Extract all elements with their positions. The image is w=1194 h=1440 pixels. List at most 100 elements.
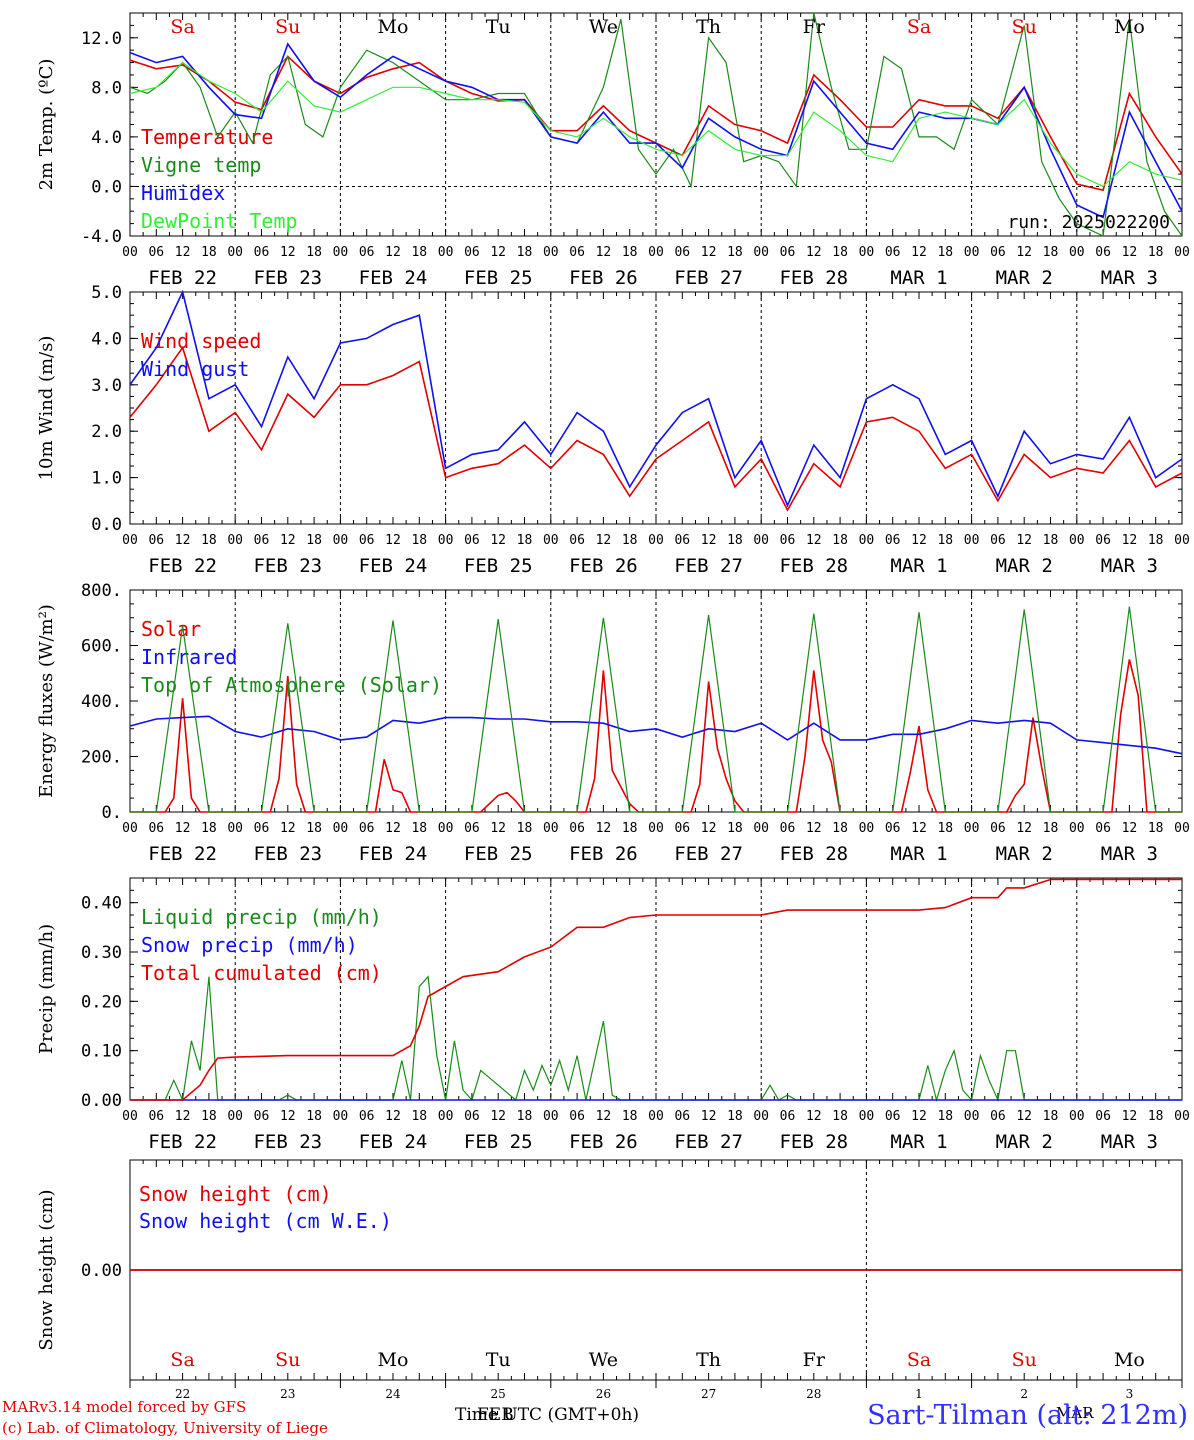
hour-tick-label: 18	[832, 821, 848, 836]
hour-tick-label: 12	[490, 1109, 506, 1124]
hour-tick-label: 18	[517, 821, 533, 836]
hour-tick-label: 12	[806, 1109, 822, 1124]
day-number-label: 1	[915, 1387, 923, 1401]
run-label: run: 2025022200	[1007, 212, 1170, 233]
weekday-label: Mo	[378, 16, 409, 38]
y-axis-label: Precip (mm/h)	[36, 924, 57, 1054]
hour-tick-label: 06	[254, 1109, 270, 1124]
hour-tick-label: 18	[306, 821, 322, 836]
hour-tick-label: 18	[937, 1109, 953, 1124]
hour-tick-label: 00	[333, 821, 349, 836]
date-label: MAR 2	[996, 267, 1053, 289]
weekday-label: We	[589, 16, 618, 38]
date-label: FEB 26	[569, 843, 638, 865]
hour-tick-label: 12	[1016, 533, 1032, 548]
hour-tick-label: 18	[517, 533, 533, 548]
legend-entry: Snow height (cm)	[139, 1182, 332, 1206]
y-axis-label: Snow height (cm)	[36, 1189, 57, 1350]
hour-tick-label: 06	[569, 245, 585, 260]
hour-tick-label: 12	[1122, 1109, 1138, 1124]
weekday-label: Su	[275, 16, 300, 38]
hour-tick-label: 06	[464, 245, 480, 260]
model-credit: MARv3.14 model forced by GFS	[2, 1398, 247, 1416]
weekday-label: Mo	[378, 1349, 409, 1371]
hour-tick-label: 12	[385, 1109, 401, 1124]
hour-tick-label: 12	[806, 821, 822, 836]
y-tick-label: 800.	[81, 581, 122, 601]
y-axis-label: Energy fluxes (W/m²)	[36, 604, 57, 798]
hour-tick-label: 12	[490, 821, 506, 836]
date-label: MAR 1	[890, 1131, 947, 1153]
hour-tick-label: 00	[438, 821, 454, 836]
date-label: FEB 25	[464, 843, 533, 865]
weekday-label: Sa	[907, 16, 931, 38]
hour-tick-label: 12	[701, 1109, 717, 1124]
weekday-label: Th	[696, 1349, 721, 1371]
y-tick-label: 8.0	[91, 78, 122, 98]
weekday-label: Sa	[170, 1349, 194, 1371]
hour-tick-label: 12	[280, 533, 296, 548]
legend-entry: Vigne temp	[141, 153, 261, 177]
hour-tick-label: 12	[1016, 245, 1032, 260]
y-tick-label: 2.0	[91, 422, 122, 442]
hour-tick-label: 12	[1122, 533, 1138, 548]
y-tick-label: 200.	[81, 748, 122, 768]
day-number-label: 2	[1020, 1387, 1028, 1401]
hour-tick-label: 00	[964, 245, 980, 260]
date-label: FEB 22	[148, 267, 217, 289]
hour-tick-label: 12	[596, 821, 612, 836]
series-line-infrared	[129, 715, 1183, 755]
legend-entry: Snow precip (mm/h)	[141, 933, 358, 957]
hour-tick-label: 00	[1174, 821, 1190, 836]
date-label: FEB 24	[359, 843, 428, 865]
hour-tick-label: 06	[464, 1109, 480, 1124]
hour-tick-label: 06	[674, 821, 690, 836]
y-tick-label: 0.10	[81, 1042, 122, 1062]
date-label: FEB 23	[253, 555, 322, 577]
hour-tick-label: 00	[753, 1109, 769, 1124]
date-label: MAR 2	[996, 843, 1053, 865]
series-line-top-of-atmosphere-solar-	[130, 606, 1182, 813]
hour-tick-label: 06	[254, 533, 270, 548]
series-line-vigne-temp	[129, 12, 1183, 237]
day-number-label: 25	[491, 1387, 506, 1401]
hour-tick-label: 18	[201, 1109, 217, 1124]
hour-tick-label: 18	[1043, 245, 1059, 260]
panel-frame-0	[129, 12, 1183, 237]
hour-tick-label: 06	[148, 245, 164, 260]
date-label: MAR 2	[996, 1131, 1053, 1153]
weekday-label: Sa	[170, 16, 194, 38]
date-label: FEB 26	[569, 1131, 638, 1153]
hour-tick-label: 18	[306, 245, 322, 260]
month-label-mar: MAR	[1056, 1404, 1094, 1422]
hour-tick-label: 06	[569, 533, 585, 548]
hour-tick-label: 06	[780, 245, 796, 260]
legend-entry: Infrared	[141, 645, 237, 669]
hour-tick-label: 18	[937, 821, 953, 836]
series-line-humidex	[129, 42, 1183, 219]
date-label: MAR 3	[1101, 1131, 1158, 1153]
month-label-feb: FEB	[477, 1405, 514, 1425]
hour-tick-label: 00	[1069, 245, 1085, 260]
hour-tick-label: 06	[569, 821, 585, 836]
hour-tick-label: 06	[885, 533, 901, 548]
hour-tick-label: 00	[859, 245, 875, 260]
hour-tick-label: 18	[832, 1109, 848, 1124]
hour-tick-label: 00	[333, 245, 349, 260]
date-label: FEB 22	[148, 1131, 217, 1153]
day-number-label: 23	[280, 1387, 295, 1401]
date-label: FEB 23	[253, 1131, 322, 1153]
copyright-credit: (c) Lab. of Climatology, University of L…	[2, 1419, 328, 1437]
hour-tick-label: 06	[1095, 245, 1111, 260]
legend-entry: Snow height (cm W.E.)	[139, 1209, 392, 1233]
hour-tick-label: 00	[753, 533, 769, 548]
hour-tick-label: 12	[806, 533, 822, 548]
hour-tick-label: 12	[701, 821, 717, 836]
series-line-liquid-precip-mm-h-	[130, 975, 1182, 1103]
series-line-total-cumulated-cm-	[130, 878, 1182, 1101]
hour-tick-label: 18	[1043, 1109, 1059, 1124]
y-tick-label: 0.00	[81, 1091, 122, 1111]
hour-tick-label: 12	[175, 1109, 191, 1124]
date-label: FEB 26	[569, 267, 638, 289]
legend-entry: Top of Atmosphere (Solar)	[141, 673, 442, 697]
